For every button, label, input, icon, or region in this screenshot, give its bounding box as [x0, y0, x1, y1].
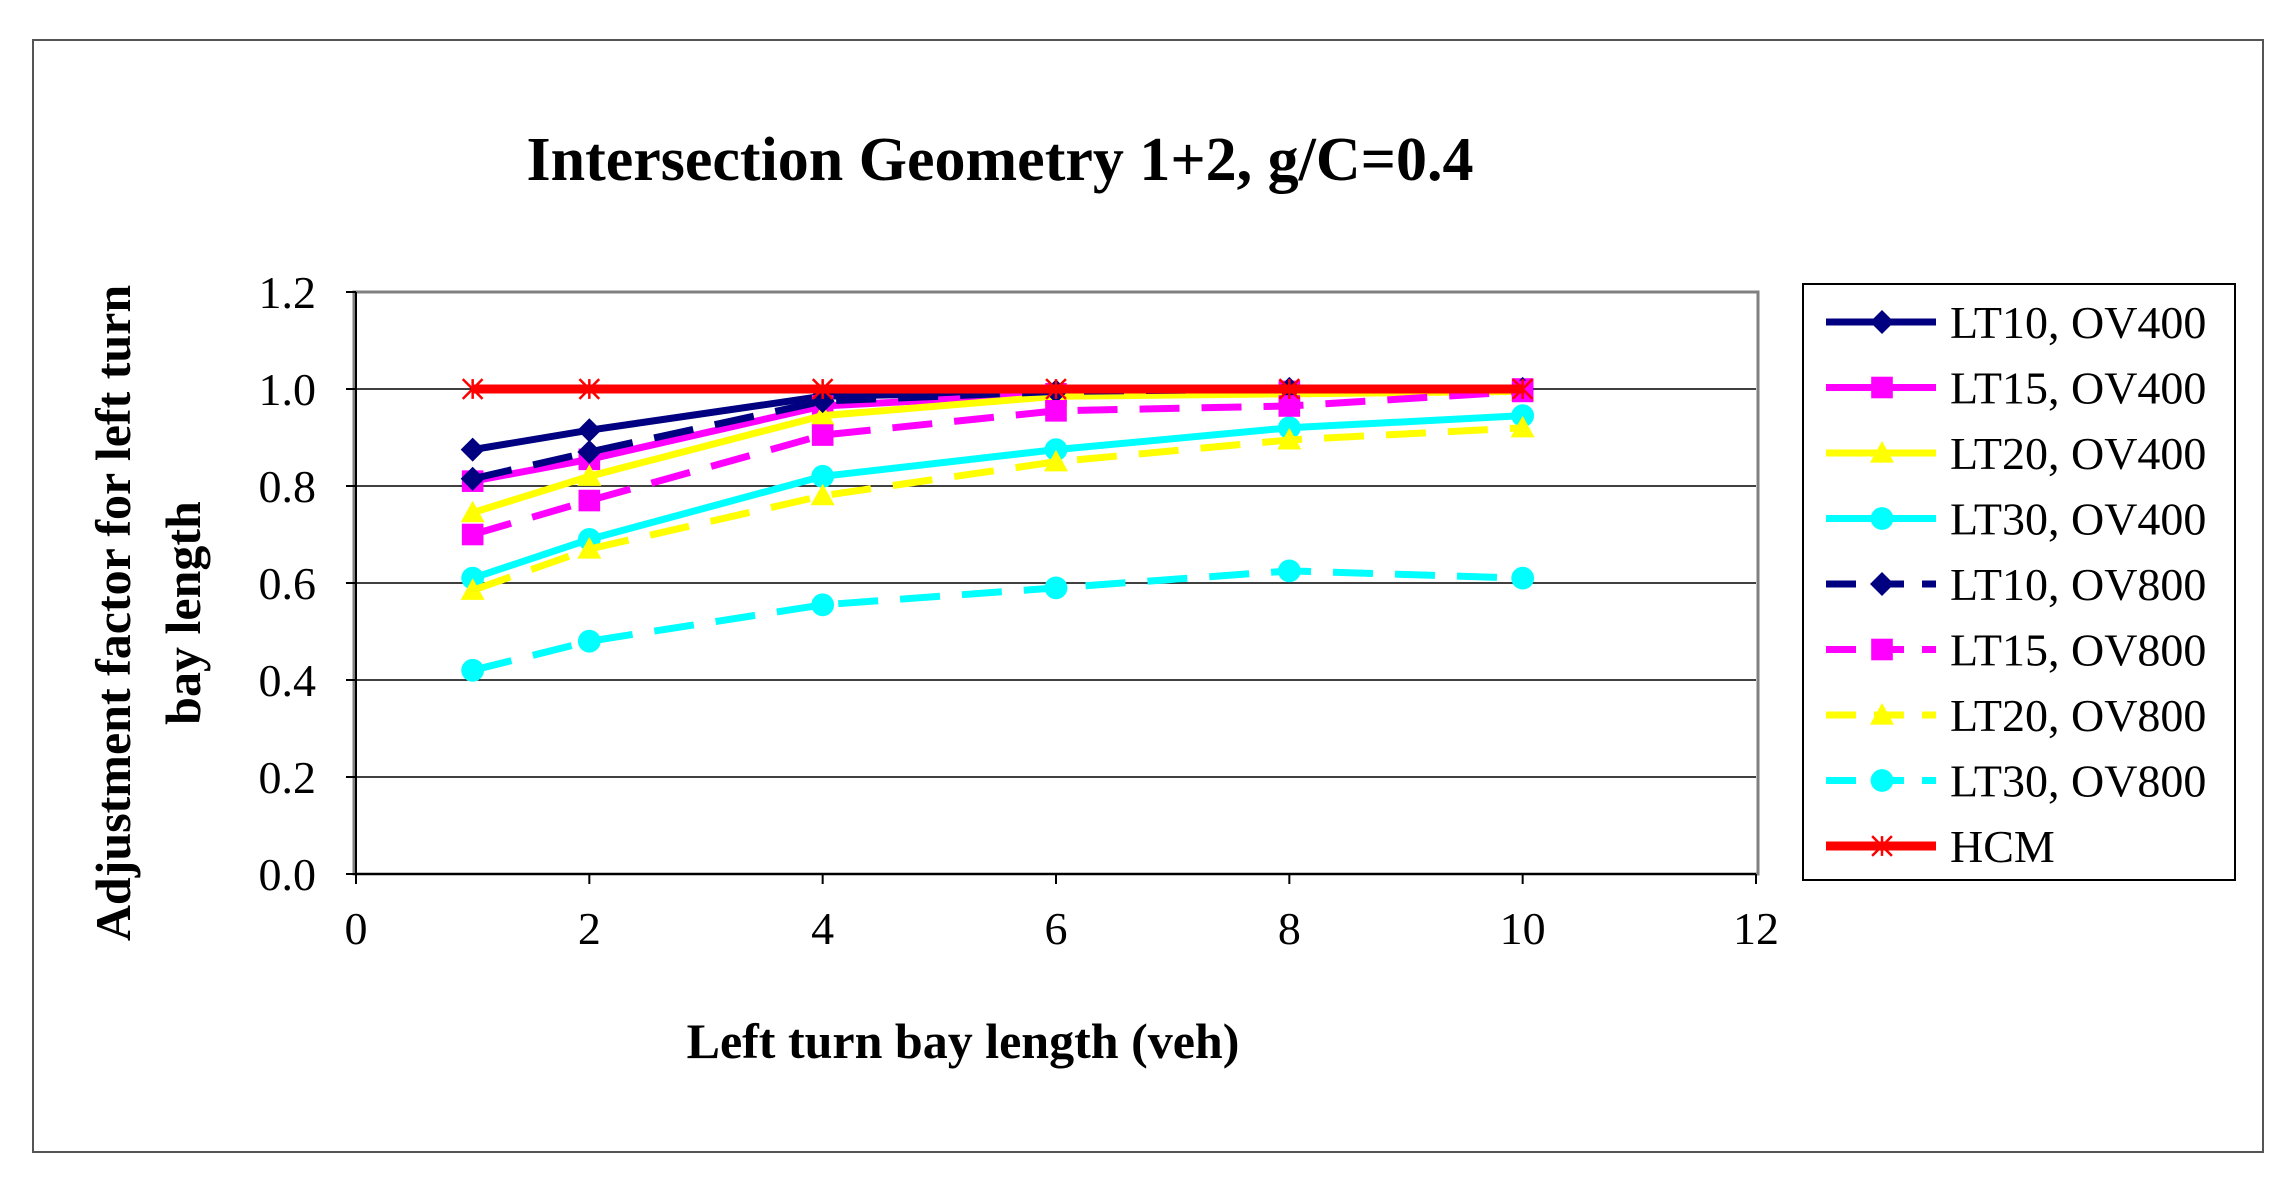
data-point: [811, 378, 834, 400]
data-point: [461, 658, 485, 682]
x-tick-label: 6: [1045, 903, 1068, 954]
data-point: [577, 464, 602, 486]
legend-label: LT10, OV400: [1950, 297, 2206, 348]
chart-title: Intersection Geometry 1+2, g/C=0.4: [526, 126, 1473, 194]
x-tick-label: 12: [1733, 903, 1779, 954]
data-point: [460, 466, 485, 491]
data-point: [810, 403, 835, 426]
series-group: [460, 377, 1535, 682]
legend-item: LT10, OV400: [1826, 297, 2206, 348]
data-point: [1510, 415, 1535, 438]
x-tick-label: 0: [345, 903, 368, 954]
data-point: [577, 629, 601, 653]
data-point: [1871, 835, 1893, 857]
data-point: [811, 424, 834, 446]
data-point: [461, 378, 484, 400]
legend-item: LT20, OV800: [1826, 690, 2206, 741]
y-axis-label-line: bay length: [155, 501, 211, 725]
data-point: [1870, 507, 1894, 530]
y-tick-label: 1.2: [259, 267, 317, 318]
legend-item: LT15, OV400: [1826, 363, 2206, 414]
data-point: [577, 537, 602, 559]
data-point: [1511, 378, 1534, 400]
legend-label: LT15, OV800: [1950, 625, 2206, 676]
legend-item: LT15, OV800: [1826, 625, 2206, 676]
series-line: [471, 567, 1523, 674]
legend-item: HCM: [1826, 821, 2055, 872]
data-point: [1045, 378, 1067, 400]
data-point: [1277, 416, 1301, 440]
data-point: [460, 578, 485, 600]
data-point: [1870, 572, 1894, 596]
legend: LT10, OV400 LT15, OV400 LT20, OV400 LT30, O…: [1802, 283, 2236, 881]
data-point: [811, 464, 835, 488]
data-point: [1277, 427, 1302, 450]
legend-label: LT30, OV800: [1950, 756, 2206, 807]
y-tick-label: 1.0: [259, 364, 317, 415]
legend-label: LT20, OV800: [1950, 690, 2206, 741]
data-point: [1871, 376, 1893, 399]
y-tick-label: 0.2: [259, 752, 317, 803]
data-point: [460, 500, 485, 523]
data-point: [577, 418, 602, 443]
data-point: [1044, 438, 1068, 462]
y-axis-label-line: Adjustment factor for left turn: [85, 285, 141, 942]
data-point: [1044, 449, 1068, 472]
series-lt20-ov800: [460, 415, 1535, 600]
legend-item: LT10, OV800: [1826, 559, 2206, 610]
data-point: [1870, 441, 1894, 463]
data-point: [578, 378, 601, 400]
data-point: [811, 593, 835, 617]
legend-label: LT20, OV400: [1950, 428, 2206, 479]
data-point: [1870, 769, 1894, 792]
data-point: [1511, 404, 1535, 428]
series-line: [471, 385, 1523, 483]
y-tick-label: 0.4: [259, 655, 317, 706]
data-point: [461, 523, 484, 546]
data-point: [1870, 703, 1894, 725]
data-point: [460, 437, 485, 462]
x-tick-label: 10: [1500, 903, 1546, 954]
x-axis-label: Left turn bay length (veh): [687, 1013, 1240, 1069]
legend-label: LT15, OV400: [1950, 363, 2206, 414]
y-tick-label: 0.8: [259, 461, 317, 512]
legend-label: HCM: [1950, 821, 2055, 872]
x-tick-label: 4: [811, 903, 834, 954]
legend-label: LT30, OV400: [1950, 494, 2206, 545]
x-tick-label: 8: [1278, 903, 1301, 954]
data-point: [578, 489, 601, 512]
data-point: [1278, 378, 1301, 400]
legend-item: LT30, OV400: [1826, 494, 2206, 545]
data-point: [1870, 310, 1894, 334]
data-point: [1278, 395, 1301, 417]
series-line: [471, 412, 1523, 582]
series-lt30-ov800: [461, 559, 1535, 682]
data-point: [1511, 566, 1535, 590]
legend-label: LT10, OV800: [1950, 559, 2206, 610]
data-point: [577, 440, 602, 465]
data-point: [461, 566, 485, 590]
y-tick-label: 0.6: [259, 558, 317, 609]
legend-item: LT30, OV800: [1826, 756, 2206, 807]
series-line: [471, 424, 1523, 594]
y-axis-label: Adjustment factor for left turn bay lengt…: [85, 285, 211, 942]
data-point: [1277, 559, 1301, 583]
data-point: [1044, 576, 1068, 600]
data-point: [1871, 638, 1893, 661]
y-tick-label: 0.0: [259, 849, 317, 900]
series-line: [471, 387, 1523, 538]
data-point: [1045, 400, 1067, 422]
x-tick-label: 2: [578, 903, 601, 954]
data-point: [810, 483, 835, 506]
series-hcm: [461, 378, 1534, 400]
axes: 0.0 0.2 0.4 0.6 0.8 1.0 1.2 0 2 4 6 8 10 12: [259, 267, 1780, 954]
series-lt15-ov800: [461, 380, 1534, 546]
legend-item: LT20, OV400: [1826, 428, 2206, 479]
